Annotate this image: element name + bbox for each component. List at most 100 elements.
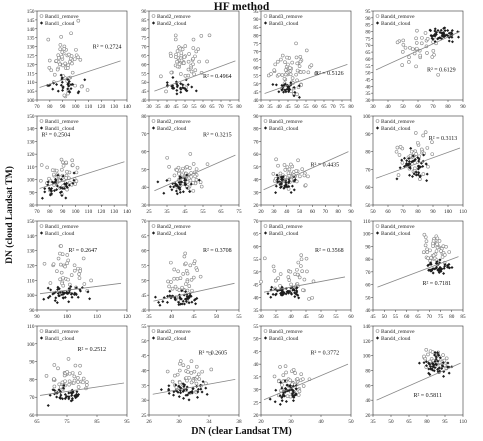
cloud-point [180,302,184,306]
y-tick-label: 40 [253,98,259,104]
cloud-point [274,293,278,297]
y-tick-label: 65 [141,54,147,60]
remove-point [82,282,87,286]
cloud-point [437,366,441,370]
x-axis-label: DN (clear Landsat TM) [191,426,292,437]
legend-remove-marker [263,329,268,333]
x-tick-label: 140 [123,209,131,215]
remove-point [72,378,77,383]
cloud-point [49,288,53,292]
remove-point [280,73,285,77]
y-tick-label: 40 [365,398,371,404]
cloud-point [278,402,282,406]
remove-point [301,377,305,381]
y-tick-label: 80 [141,27,147,33]
cloud-point [181,390,185,394]
cloud-point [425,179,429,183]
y-tick-label: 130 [27,45,35,51]
x-tick-label: 130 [110,104,118,110]
remove-point [305,269,309,274]
y-tick-label: 70 [141,45,147,51]
remove-point [81,376,86,381]
remove-point [73,182,78,186]
cloud-point [281,395,285,399]
cloud-point [438,258,442,262]
cloud-point [159,388,163,392]
y-tick-label: 80 [365,369,371,375]
cloud-point [289,190,293,194]
x-tick-label: 95 [442,419,448,425]
legend-cloud-label: Band1_cloud [45,21,75,27]
cloud-point [48,193,52,197]
x-tick-label: 75 [227,104,233,110]
remove-point [200,369,204,374]
cloud-point [270,285,274,289]
cloud-point [416,167,420,171]
remove-point [294,169,299,173]
legend-remove-marker [39,224,44,228]
y-tick-label: 110 [27,165,35,171]
remove-point [293,371,297,375]
r-squared-label: R² = 0.4435 [311,163,340,169]
cloud-point [436,29,440,33]
cloud-point [176,83,180,87]
y-tick-label: 60 [365,57,371,63]
remove-point [407,55,411,59]
cloud-point [53,299,57,303]
cloud-point [284,400,288,404]
remove-point [430,55,435,59]
cloud-point [291,388,295,392]
remove-point [85,380,89,384]
cloud-point [189,182,193,186]
x-tick-label: 80 [424,419,430,425]
remove-point [58,43,63,47]
x-tick-label: 35 [273,314,279,320]
y-tick-label: 80 [253,33,259,39]
remove-point [437,239,442,243]
cloud-point [178,175,182,179]
remove-point [269,72,273,76]
cloud-point [280,291,284,295]
remove-point [76,18,81,23]
y-tick-label: 100 [27,293,35,299]
remove-point [59,270,64,275]
legend-remove-label: Band1_remove [45,329,79,335]
remove-point [431,49,436,53]
cloud-point [445,264,449,268]
cloud-point [187,294,191,298]
y-tick-label: 20 [365,413,371,419]
remove-point [188,152,193,156]
x-tick-label: 70 [400,209,406,215]
cloud-point [63,392,67,396]
remove-point [291,368,296,372]
remove-point [259,279,263,284]
cloud-point [67,287,71,291]
remove-point [180,47,185,52]
remove-point [403,45,408,50]
y-tick-label: 55 [365,64,371,70]
x-tick-label: 70 [34,209,40,215]
remove-point [72,57,77,61]
legend-cloud-marker [375,126,380,130]
cloud-point [178,190,182,194]
remove-point [189,277,194,282]
scatter-points [271,157,310,195]
cloud-point [66,87,70,91]
cloud-point [185,388,189,392]
remove-point [176,269,180,274]
remove-point [441,244,446,248]
remove-point [185,271,190,276]
remove-point [276,163,280,168]
remove-point [67,282,72,287]
remove-point [424,239,429,244]
y-tick-label: 90 [29,308,35,314]
cloud-point [429,365,433,369]
remove-point [66,277,70,282]
plot-frame [260,115,352,206]
y-tick-label: 60 [29,413,35,419]
x-tick-label: 70 [427,314,433,320]
remove-point [283,175,288,179]
trend-line [39,382,125,396]
y-tick-label: 40 [253,295,259,301]
remove-point [174,55,178,59]
